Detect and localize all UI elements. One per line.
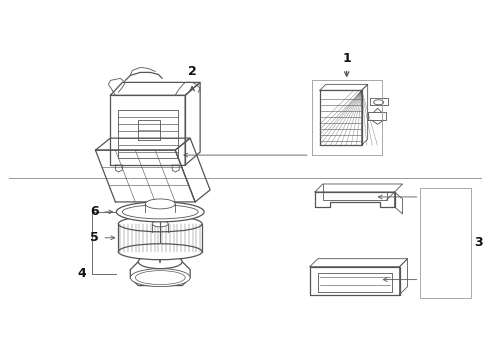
Ellipse shape <box>138 255 182 269</box>
Text: 1: 1 <box>343 53 351 66</box>
Ellipse shape <box>130 269 190 287</box>
Text: 3: 3 <box>474 236 483 249</box>
Ellipse shape <box>119 244 202 260</box>
Text: 5: 5 <box>90 231 98 244</box>
Ellipse shape <box>119 216 202 232</box>
Text: 4: 4 <box>78 267 86 280</box>
Text: 2: 2 <box>188 66 196 78</box>
Ellipse shape <box>135 271 185 285</box>
Ellipse shape <box>122 205 198 219</box>
Ellipse shape <box>152 221 168 227</box>
Ellipse shape <box>116 202 204 222</box>
Ellipse shape <box>145 199 175 209</box>
Text: 6: 6 <box>90 205 98 219</box>
